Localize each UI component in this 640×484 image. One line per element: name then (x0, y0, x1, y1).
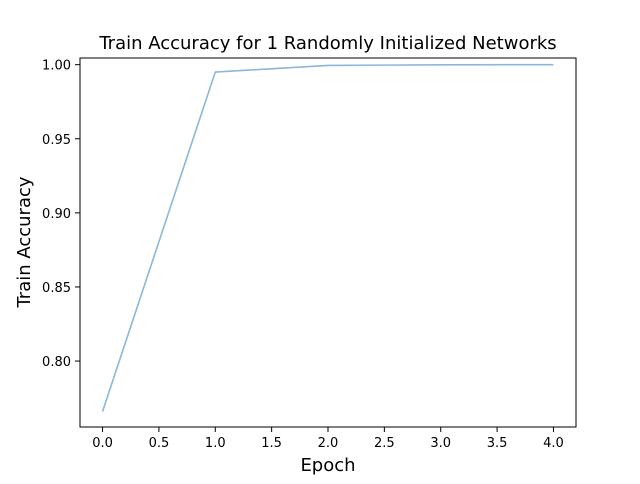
series-line (101, 63, 554, 412)
x-tick-label: 3.0 (430, 436, 451, 451)
y-tick-label: 1.00 (42, 59, 71, 74)
x-tick-label: 1.0 (205, 436, 226, 451)
y-axis-label: Train Accuracy (14, 176, 35, 308)
y-tick-label: 0.80 (42, 355, 71, 370)
y-tick-label: 0.90 (42, 207, 71, 222)
chart-title: Train Accuracy for 1 Randomly Initialize… (98, 33, 556, 54)
x-axis-label: Epoch (300, 455, 355, 476)
series-layer (101, 63, 554, 412)
x-tick-label: 0.5 (149, 436, 170, 451)
x-tick-label: 2.5 (374, 436, 395, 451)
y-tick-label: 0.85 (42, 281, 71, 296)
x-tick-label: 1.5 (261, 436, 282, 451)
x-tick-label: 2.0 (318, 436, 339, 451)
x-tick-label: 0.0 (92, 436, 113, 451)
axis-ticks: 0.0 0.5 1.0 1.5 2.0 2.5 3.0 3.5 4.0 0.80 0.85 0.90 0… (42, 59, 564, 451)
y-tick-label: 0.95 (42, 133, 71, 148)
x-tick-label: 4.0 (543, 436, 564, 451)
x-tick-label: 3.5 (487, 436, 508, 451)
plot-frame (79, 57, 577, 428)
